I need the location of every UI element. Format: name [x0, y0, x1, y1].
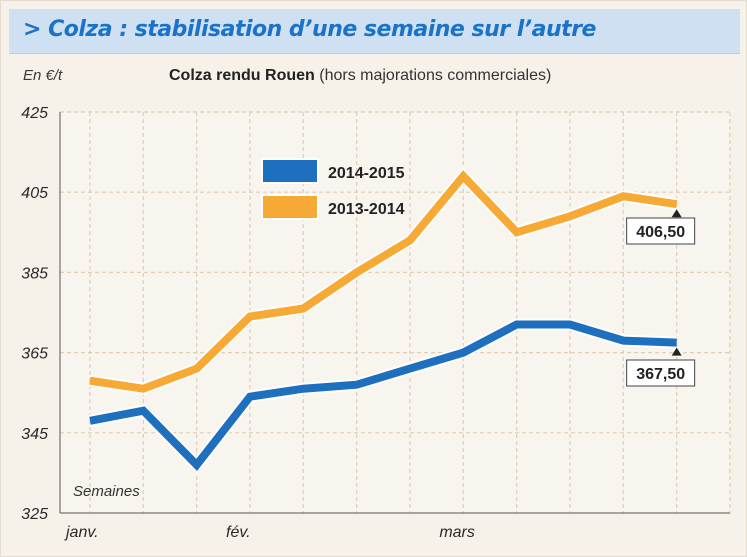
- series-line-2014-2015: [89, 320, 677, 471]
- y-tick-label-425: 425: [21, 105, 48, 122]
- y-tick-label-325: 325: [21, 506, 48, 523]
- series-line-2013-2014: [89, 170, 678, 393]
- y-tick-label-405: 405: [21, 185, 48, 202]
- chart-title: Colza rendu Rouen: [169, 67, 315, 84]
- banner: > Colza : stabilisation d’une semaine su…: [9, 9, 740, 54]
- end-marker-2014-2015: [671, 347, 682, 356]
- end-label-box-2014-2015: [626, 359, 696, 387]
- x-axis-label: Semaines: [73, 483, 140, 500]
- legend-swatch-2014-2015: [261, 158, 319, 184]
- x-month-label: janv.: [64, 524, 99, 541]
- end-label-box-2013-2014: [626, 217, 696, 245]
- end-label-2013-2014: 406,50: [636, 224, 685, 241]
- y-tick-label-365: 365: [21, 346, 48, 363]
- banner-title: > Colza : stabilisation d’une semaine su…: [23, 17, 596, 42]
- chart-subtitle: (hors majorations commerciales): [319, 67, 552, 84]
- end-label-2014-2015: 367,50: [636, 366, 685, 383]
- x-month-label: mars: [439, 524, 475, 541]
- legend-label-2014-2015: 2014-2015: [328, 165, 405, 182]
- x-month-label: fév.: [226, 524, 251, 541]
- legend-label-2013-2014: 2013-2014: [328, 201, 405, 218]
- legend-swatch-2013-2014: [261, 194, 319, 220]
- y-tick-label-345: 345: [21, 426, 48, 443]
- y-tick-label-385: 385: [21, 265, 48, 282]
- y-unit-label: En €/t: [23, 67, 63, 84]
- chart-title-block: Colza rendu Rouen (hors majorations comm…: [169, 67, 551, 85]
- end-marker-2013-2014: [671, 209, 682, 218]
